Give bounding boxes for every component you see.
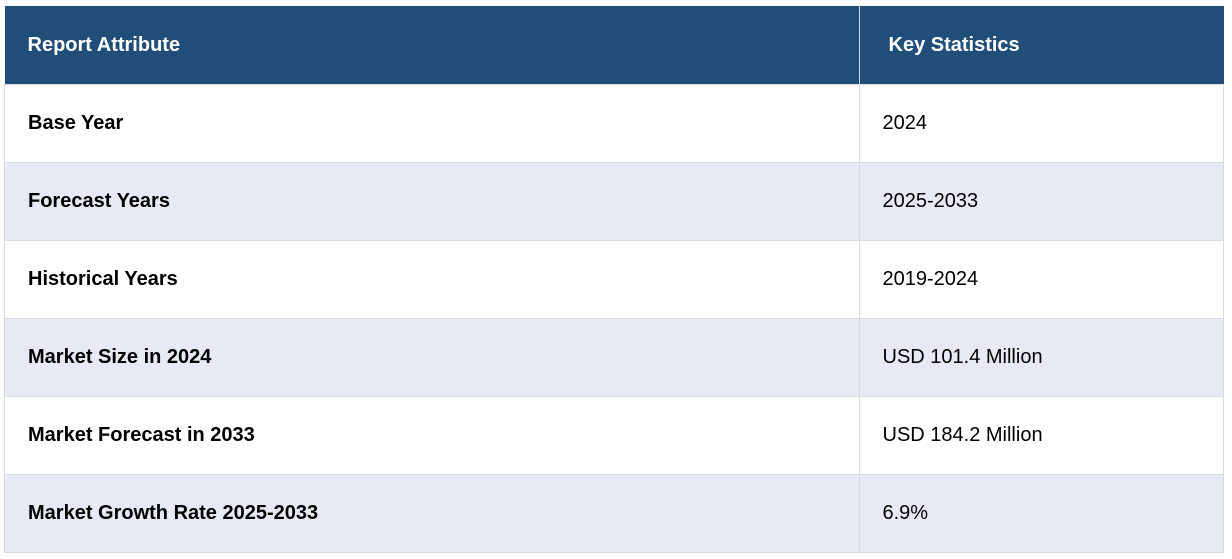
stats-table: Report Attribute Key Statistics Base Yea… bbox=[4, 6, 1224, 553]
attribute-cell: Market Growth Rate 2025-2033 bbox=[4, 474, 859, 553]
value-cell: USD 101.4 Million bbox=[858, 318, 1224, 397]
table-row: Market Growth Rate 2025-2033 6.9% bbox=[4, 474, 1224, 553]
table-row: Forecast Years 2025-2033 bbox=[4, 162, 1224, 241]
table-row: Market Forecast in 2033 USD 184.2 Million bbox=[4, 396, 1224, 475]
value-cell: 2025-2033 bbox=[858, 162, 1224, 241]
table-row: Base Year 2024 bbox=[4, 84, 1224, 163]
value-cell: 6.9% bbox=[858, 474, 1224, 553]
attribute-cell: Market Forecast in 2033 bbox=[4, 396, 859, 475]
value-cell: USD 184.2 Million bbox=[858, 396, 1224, 475]
value-cell: 2024 bbox=[858, 84, 1224, 163]
table-row: Market Size in 2024 USD 101.4 Million bbox=[4, 318, 1224, 397]
header-cell: Key Statistics bbox=[858, 6, 1224, 85]
attribute-cell: Market Size in 2024 bbox=[4, 318, 859, 397]
value-cell: 2019-2024 bbox=[858, 240, 1224, 319]
attribute-cell: Forecast Years bbox=[4, 162, 859, 241]
header-row: Report Attribute Key Statistics bbox=[4, 6, 1224, 85]
attribute-cell: Historical Years bbox=[4, 240, 859, 319]
header-cell: Report Attribute bbox=[4, 6, 859, 85]
table-row: Historical Years 2019-2024 bbox=[4, 240, 1224, 319]
attribute-cell: Base Year bbox=[4, 84, 859, 163]
table-body: Base Year 2024 Forecast Years 2025-2033 Hist… bbox=[4, 84, 1224, 553]
